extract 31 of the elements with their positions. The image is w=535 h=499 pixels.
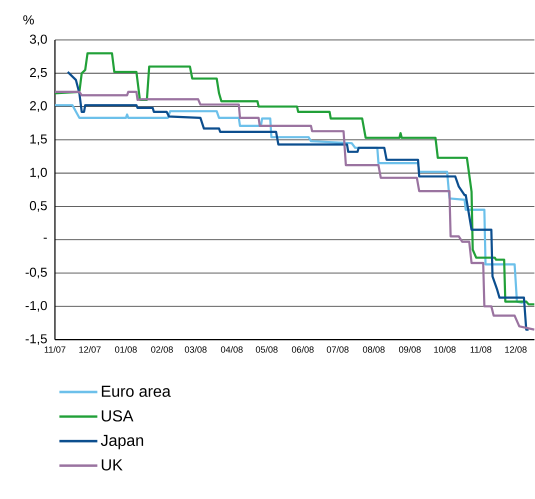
- y-tick-label: 2,0: [30, 100, 47, 112]
- line-series: [54, 104, 524, 304]
- x-tick-label: 03/08: [184, 346, 207, 353]
- x-tick-label: 05/08: [256, 346, 278, 353]
- x-tick-label: 12/08: [505, 346, 527, 353]
- x-tick-label: 11/08: [470, 346, 492, 353]
- x-tick-label: 11/07: [44, 346, 66, 353]
- x-tick-label: 08/08: [362, 346, 385, 353]
- line-series: [54, 52, 534, 306]
- legend-label: UK: [102, 459, 123, 470]
- y-tick-label: -1,5: [26, 334, 47, 345]
- x-tick-label: 09/08: [398, 346, 421, 353]
- y-tick-label: 1,0: [30, 168, 47, 178]
- legend-label: USA: [102, 410, 134, 422]
- y-axis-title: %: [23, 15, 34, 24]
- y-tick-label: -0,5: [26, 267, 47, 278]
- x-tick-label: 02/08: [151, 346, 173, 353]
- x-tick-label: 01/08: [115, 346, 137, 353]
- y-tick-label: -1,0: [26, 300, 47, 312]
- x-tick-label: 12/07: [79, 346, 101, 353]
- y-tick-label: 2,5: [30, 68, 47, 78]
- legend-label: Euro area: [102, 386, 171, 397]
- x-tick-label: 06/08: [292, 346, 314, 353]
- x-tick-label: 04/08: [220, 346, 243, 353]
- x-tick-label: 10/08: [434, 346, 456, 353]
- y-tick-label: -: [44, 238, 47, 239]
- y-tick-label: 3,0: [30, 34, 47, 46]
- legend-label: Japan: [100, 434, 144, 449]
- y-tick-label: 0,5: [30, 200, 47, 212]
- y-tick-label: 1,5: [30, 134, 47, 145]
- x-tick-label: 07/08: [326, 346, 349, 353]
